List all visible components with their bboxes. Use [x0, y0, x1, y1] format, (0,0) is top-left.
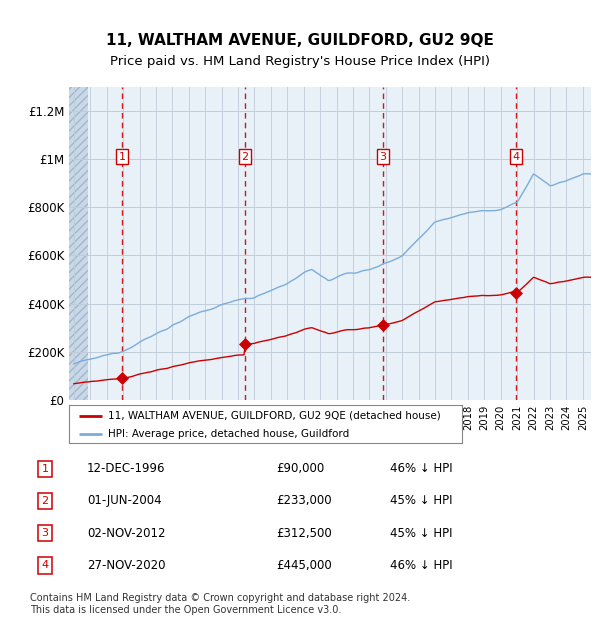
Text: 12-DEC-1996: 12-DEC-1996	[87, 463, 166, 475]
Text: 46% ↓ HPI: 46% ↓ HPI	[390, 463, 452, 475]
Text: 2: 2	[241, 152, 248, 162]
Text: 46% ↓ HPI: 46% ↓ HPI	[390, 559, 452, 572]
Text: 45% ↓ HPI: 45% ↓ HPI	[390, 495, 452, 507]
Text: £90,000: £90,000	[276, 463, 324, 475]
Text: Contains HM Land Registry data © Crown copyright and database right 2024.
This d: Contains HM Land Registry data © Crown c…	[30, 593, 410, 615]
Text: 01-JUN-2004: 01-JUN-2004	[87, 495, 161, 507]
Text: 02-NOV-2012: 02-NOV-2012	[87, 527, 166, 539]
Text: 2: 2	[41, 496, 49, 506]
Text: 11, WALTHAM AVENUE, GUILDFORD, GU2 9QE: 11, WALTHAM AVENUE, GUILDFORD, GU2 9QE	[106, 33, 494, 48]
Text: 27-NOV-2020: 27-NOV-2020	[87, 559, 166, 572]
Text: 45% ↓ HPI: 45% ↓ HPI	[390, 527, 452, 539]
Bar	[69, 87, 88, 400]
Text: 3: 3	[41, 528, 49, 538]
Text: 4: 4	[41, 560, 49, 570]
Text: 1: 1	[119, 152, 126, 162]
Text: 1: 1	[41, 464, 49, 474]
Text: £312,500: £312,500	[276, 527, 332, 539]
Text: £445,000: £445,000	[276, 559, 332, 572]
Text: Price paid vs. HM Land Registry's House Price Index (HPI): Price paid vs. HM Land Registry's House …	[110, 56, 490, 68]
Text: 11, WALTHAM AVENUE, GUILDFORD, GU2 9QE (detached house): 11, WALTHAM AVENUE, GUILDFORD, GU2 9QE (…	[109, 410, 441, 420]
Text: HPI: Average price, detached house, Guildford: HPI: Average price, detached house, Guil…	[109, 428, 350, 439]
Text: 3: 3	[380, 152, 386, 162]
Text: 4: 4	[512, 152, 519, 162]
Text: £233,000: £233,000	[276, 495, 332, 507]
